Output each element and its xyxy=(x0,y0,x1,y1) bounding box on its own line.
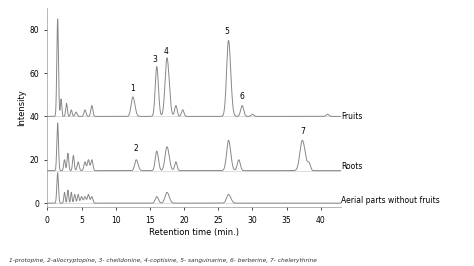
Text: 3: 3 xyxy=(152,55,157,64)
Y-axis label: Intensity: Intensity xyxy=(18,89,27,126)
Text: 6: 6 xyxy=(240,92,245,101)
Text: 5: 5 xyxy=(225,27,229,36)
Text: Roots: Roots xyxy=(341,162,363,171)
X-axis label: Retention time (min.): Retention time (min.) xyxy=(149,228,239,236)
Text: 2: 2 xyxy=(134,144,138,153)
Text: 1: 1 xyxy=(130,84,135,93)
Text: 7: 7 xyxy=(300,127,305,136)
Text: 4: 4 xyxy=(164,47,169,56)
Text: Aerial parts without fruits: Aerial parts without fruits xyxy=(341,197,440,205)
Text: Fruits: Fruits xyxy=(341,112,363,121)
Text: 1-protopine, 2-allocryptopine, 3- chelidonine, 4-coptisine, 5- sanguinarine, 6- : 1-protopine, 2-allocryptopine, 3- chelid… xyxy=(9,258,318,263)
